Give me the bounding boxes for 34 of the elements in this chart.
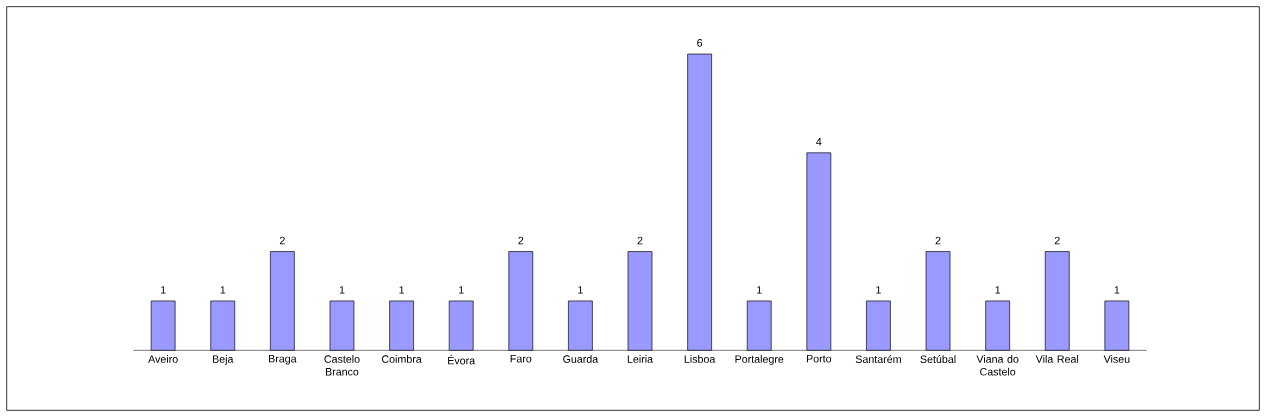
data-label: 1 — [1114, 286, 1120, 294]
data-label: 1 — [995, 286, 1001, 294]
data-label: 1 — [161, 286, 166, 294]
x-tick-label: Lisboa — [684, 355, 716, 363]
data-label: 6 — [697, 39, 703, 47]
x-tick-label: Beja — [212, 355, 234, 365]
data-label: 2 — [935, 236, 941, 245]
data-label: 2 — [1054, 236, 1060, 245]
x-tick-label: Coimbra — [381, 355, 422, 363]
x-tick-label: Portalegre — [735, 355, 784, 365]
x-tick-label: Vila Real — [1035, 355, 1079, 363]
data-label: 1 — [339, 286, 345, 294]
x-tick-label: Viseu — [1103, 355, 1130, 363]
x-tick-label: Setúbal — [920, 355, 956, 363]
data-label: 1 — [459, 286, 464, 294]
x-tick-label: Évora — [448, 355, 476, 365]
x-tick-label: Viana do Castelo — [976, 355, 1019, 376]
x-tick-label: Porto — [806, 355, 832, 363]
data-label: 1 — [578, 286, 583, 294]
x-tick-label: Faro — [510, 355, 532, 363]
data-label: 1 — [220, 286, 226, 294]
data-label: 1 — [399, 286, 405, 294]
data-label: 2 — [279, 236, 285, 245]
data-label: 2 — [518, 236, 524, 245]
data-label: 1 — [876, 286, 881, 294]
data-label: 4 — [816, 138, 822, 146]
x-tick-label: Santarém — [855, 355, 901, 363]
x-tick-label: Braga — [269, 355, 297, 365]
data-label: 1 — [757, 286, 762, 294]
x-tick-label: Guarda — [563, 355, 599, 363]
x-tick-label: Castelo Branco — [324, 355, 360, 376]
x-tick-label: Leiria — [627, 355, 654, 363]
data-label: 2 — [637, 236, 643, 245]
x-tick-label: Aveiro — [148, 355, 178, 363]
